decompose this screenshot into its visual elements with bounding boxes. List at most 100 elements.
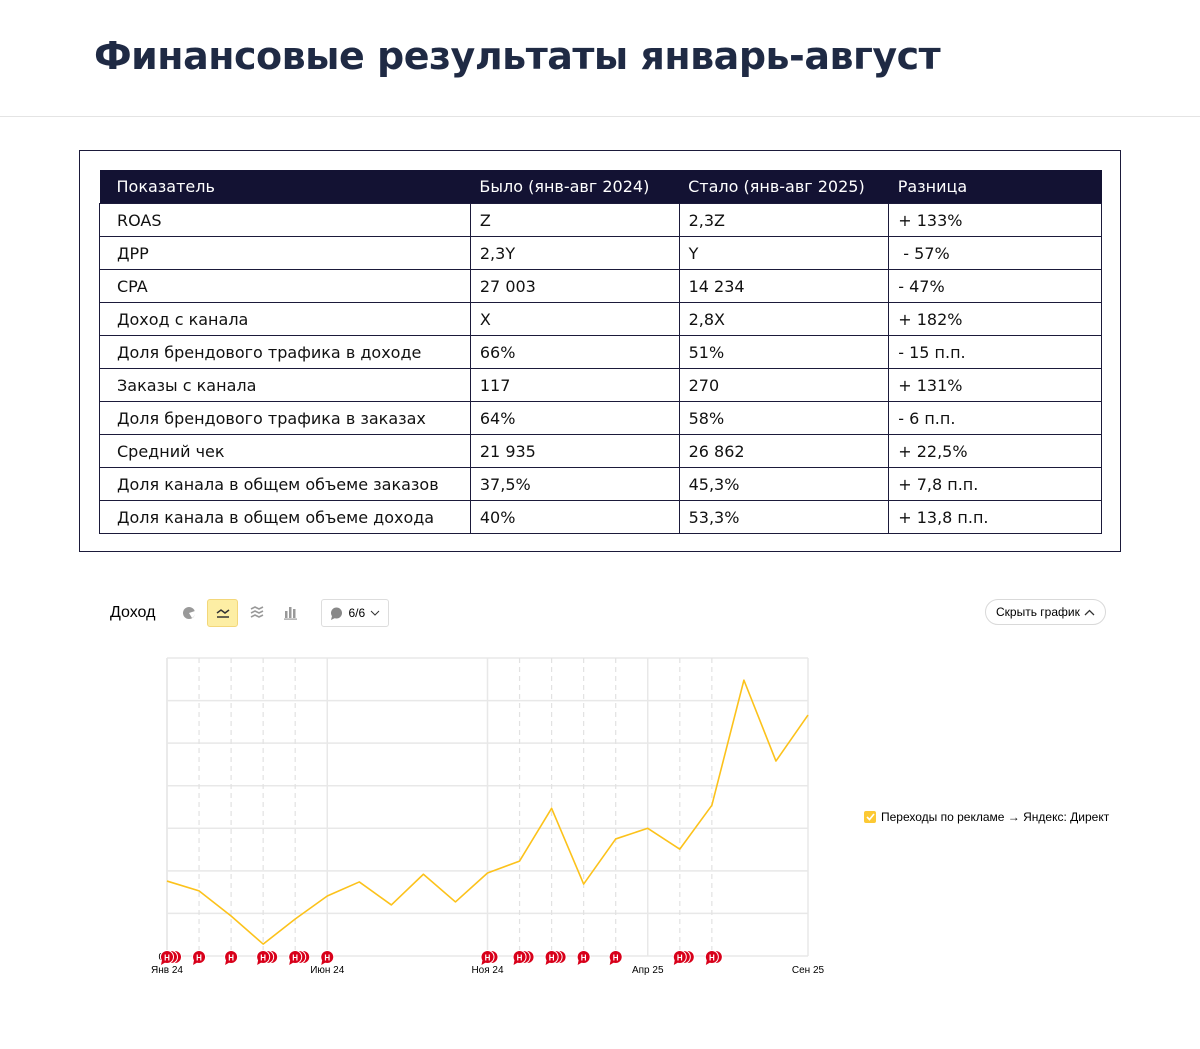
note-marker-tail bbox=[161, 960, 166, 965]
table-cell: + 22,5% bbox=[888, 434, 1102, 468]
pie-chart-button[interactable] bbox=[173, 599, 204, 627]
table-row: Доля канала в общем объеме дохода 40% 53,3… bbox=[99, 500, 1102, 534]
x-tick-label: Апр 25 bbox=[632, 965, 664, 976]
page-title: Финансовые результаты январь-август bbox=[94, 34, 941, 78]
note-marker-icon bbox=[608, 950, 623, 964]
table-cell: 53,3% bbox=[678, 500, 890, 534]
note-marker-glyph: Н bbox=[581, 954, 587, 963]
note-marker-glyph: Н bbox=[292, 954, 298, 963]
x-tick-label: Ноя 24 bbox=[471, 965, 504, 976]
table-row: Средний чек 21 935 26 862 + 22,5% bbox=[99, 434, 1102, 468]
table-cell: 45,3% bbox=[678, 467, 890, 501]
table-cell: + 13,8 п.п. bbox=[888, 500, 1102, 534]
pie-chart-icon bbox=[182, 607, 196, 619]
note-marker-glyph: Н bbox=[677, 954, 683, 963]
table-cell: Доля канала в общем объеме дохода bbox=[99, 500, 471, 534]
note-marker-icon bbox=[256, 950, 271, 964]
table-cell: 26 862 bbox=[678, 434, 890, 468]
x-tick-label: Янв 24 bbox=[151, 965, 183, 976]
note-marker-icon bbox=[512, 950, 527, 964]
column-header: Было (янв-авг 2024) bbox=[470, 170, 680, 204]
line-chart-button[interactable] bbox=[207, 599, 239, 627]
note-marker-tail bbox=[513, 960, 519, 965]
chevron-up-icon bbox=[1084, 609, 1095, 615]
note-marker-tail bbox=[481, 960, 487, 965]
table-cell: Доля брендового трафика в заказах bbox=[99, 401, 471, 435]
table-cell: ДРР bbox=[99, 236, 471, 270]
column-header: Разница bbox=[888, 170, 1102, 204]
x-tick-label: Сен 25 bbox=[792, 965, 825, 976]
table-cell: - 6 п.п. bbox=[888, 401, 1102, 435]
note-marker-glyph: Н bbox=[196, 954, 202, 963]
table-cell: 37,5% bbox=[469, 467, 680, 501]
table-cell: 58% bbox=[678, 401, 890, 435]
note-marker-tail bbox=[705, 960, 711, 965]
table-cell: 66% bbox=[469, 335, 680, 369]
line-chart-icon bbox=[216, 609, 230, 618]
table-cell: + 182% bbox=[888, 302, 1102, 336]
notes-count: 6/6 bbox=[348, 606, 366, 620]
note-marker-icon bbox=[672, 950, 687, 964]
check-icon bbox=[865, 813, 875, 821]
note-marker-tail bbox=[545, 960, 551, 965]
header-divider bbox=[0, 116, 1200, 117]
note-marker-icon bbox=[160, 950, 174, 964]
table-cell: 2,3Z bbox=[678, 203, 890, 237]
note-marker-glyph: Н bbox=[613, 954, 619, 963]
chevron-down-icon bbox=[370, 610, 380, 616]
legend-label: Переходы по рекламе → Яндекс: Директ bbox=[881, 810, 1110, 824]
column-header: Показатель bbox=[99, 170, 471, 204]
area-chart-icon bbox=[250, 606, 264, 618]
table-cell: + 131% bbox=[888, 368, 1102, 402]
chart-title: Доход bbox=[110, 604, 156, 621]
table-cell: ROAS bbox=[99, 203, 471, 237]
note-marker-glyph: Н bbox=[485, 954, 491, 963]
note-marker-glyph: Н bbox=[324, 954, 330, 963]
table-row: ДРР 2,3Y Y - 57% bbox=[99, 236, 1102, 270]
note-marker-icon bbox=[320, 950, 335, 964]
note-marker-glyph: Н bbox=[709, 954, 715, 963]
table-row: CPA 27 003 14 234- 47% bbox=[99, 269, 1102, 303]
hide-chart-label: Скрыть график bbox=[996, 605, 1080, 619]
legend-checkbox[interactable] bbox=[864, 811, 876, 823]
table-cell: 14 234 bbox=[678, 269, 890, 303]
table-cell: Доля канала в общем объеме заказов bbox=[99, 467, 471, 501]
note-marker-icon bbox=[480, 950, 495, 964]
table-cell: 51% bbox=[678, 335, 890, 369]
x-tick-label: Июн 24 bbox=[310, 965, 345, 976]
area-chart-button[interactable] bbox=[241, 599, 272, 627]
column-header: Стало (янв-авг 2025) bbox=[679, 170, 889, 204]
table-cell: 2,3Y bbox=[469, 236, 680, 270]
table-cell: Заказы с канала bbox=[99, 368, 471, 402]
bar-chart-button[interactable] bbox=[275, 599, 306, 627]
table-cell: 117 bbox=[469, 368, 680, 402]
table-cell: X bbox=[469, 302, 680, 336]
table-row: Доля брендового трафика в заказах 64% 58% -… bbox=[99, 401, 1102, 435]
table-cell: - 15 п.п. bbox=[888, 335, 1102, 369]
note-marker-icon bbox=[544, 950, 559, 964]
notes-filter-dropdown[interactable]: 6/6 bbox=[321, 599, 390, 627]
chart-toolbar: Доход 6/6 bbox=[110, 598, 390, 628]
table-row: Доход с канала X 2,8X + 182% bbox=[99, 302, 1102, 336]
note-marker-tail bbox=[257, 960, 263, 965]
note-marker-glyph: Н bbox=[164, 954, 170, 963]
table-cell: 27 003 bbox=[469, 269, 680, 303]
note-marker-glyph: Н bbox=[549, 954, 555, 963]
table-cell: - 47% bbox=[888, 269, 1102, 303]
table-cell: + 7,8 п.п. bbox=[888, 467, 1102, 501]
note-marker-tail bbox=[609, 960, 615, 965]
table-cell: - 57% bbox=[888, 236, 1102, 270]
table-cell: 40% bbox=[469, 500, 680, 534]
table-cell: Средний чек bbox=[99, 434, 471, 468]
note-marker-tail bbox=[577, 960, 583, 965]
hide-chart-button[interactable]: Скрыть график bbox=[985, 599, 1106, 625]
table-cell: CPA bbox=[99, 269, 471, 303]
note-marker-icon bbox=[192, 950, 207, 964]
note-marker-tail bbox=[225, 960, 231, 965]
note-marker-icon bbox=[576, 950, 591, 964]
note-marker-glyph: Н bbox=[517, 954, 523, 963]
note-marker-glyph: Н bbox=[260, 954, 266, 963]
results-table: Показатель Было (янв-авг 2024) Стало (янв-… bbox=[99, 170, 1102, 534]
note-marker-tail bbox=[289, 960, 295, 965]
chart-legend-item[interactable]: Переходы по рекламе → Яндекс: Директ bbox=[864, 810, 1109, 824]
